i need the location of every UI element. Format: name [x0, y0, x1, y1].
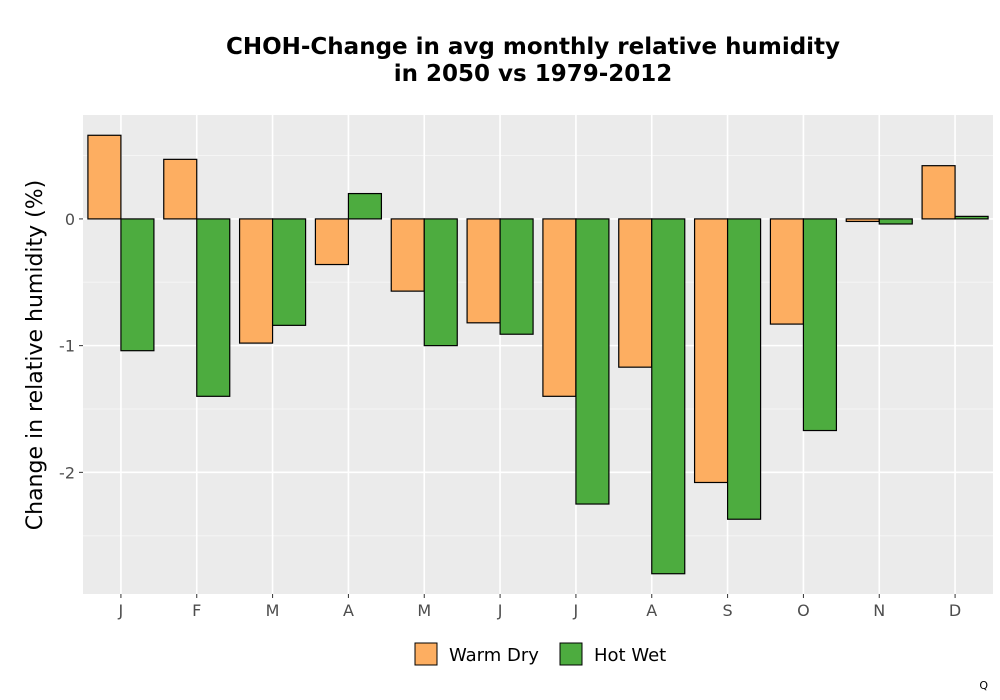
x-tick-label: M [417, 601, 431, 620]
x-tick-label: M [266, 601, 280, 620]
bar-warm-dry-7 [542, 218, 577, 397]
chart-title-line-2: in 2050 vs 1979-2012 [394, 61, 673, 87]
bar-warm-dry-5 [390, 218, 425, 292]
legend-label-hot-wet: Hot Wet [594, 645, 666, 666]
bar-warm-dry-4 [314, 218, 350, 266]
x-tick-label: F [192, 601, 201, 620]
bar-warm-dry-1 [87, 134, 122, 220]
legend-key-warm-dry [414, 642, 438, 666]
chart-title-line-1: CHOH-Change in avg monthly relative humi… [226, 34, 840, 60]
x-tick-label: A [343, 601, 354, 620]
x-tick-label: N [873, 601, 885, 620]
y-tick-label: -1 [59, 337, 75, 356]
y-axis-ticks: 0 -1 -2 [59, 210, 83, 482]
bar-hot-wet-7 [575, 218, 610, 505]
x-tick-label: D [949, 601, 961, 620]
bar-warm-dry-2 [163, 158, 198, 220]
x-tick-label: A [646, 601, 657, 620]
legend-key-hot-wet [559, 642, 583, 666]
bar-hot-wet-10 [802, 218, 838, 432]
bar-hot-wet-2 [196, 218, 231, 397]
bar-warm-dry-12 [921, 165, 956, 220]
y-axis-label: Change in relative humidity (%) [23, 180, 48, 530]
bar-layer [87, 134, 989, 575]
bar-hot-wet-3 [271, 218, 307, 326]
bar-warm-dry-8 [618, 218, 653, 368]
legend: Warm Dry Hot Wet [414, 642, 666, 666]
bar-warm-dry-9 [693, 218, 729, 484]
bar-warm-dry-11 [845, 218, 880, 223]
bar-hot-wet-12 [954, 215, 989, 220]
bar-warm-dry-10 [769, 218, 805, 325]
plot-panel [83, 115, 993, 594]
bar-hot-wet-1 [120, 218, 155, 352]
y-tick-label: -2 [59, 463, 75, 482]
bar-hot-wet-4 [347, 192, 383, 220]
x-tick-label: J [118, 601, 124, 620]
bar-hot-wet-5 [423, 218, 458, 347]
y-tick-label: 0 [65, 210, 75, 229]
bar-hot-wet-9 [726, 218, 762, 520]
x-tick-label: J [573, 601, 579, 620]
corner-note: Q [979, 679, 988, 692]
x-tick-label: S [723, 601, 733, 620]
bar-hot-wet-11 [878, 218, 913, 225]
bar-hot-wet-6 [499, 218, 534, 335]
x-tick-label: O [797, 601, 810, 620]
legend-label-warm-dry: Warm Dry [449, 645, 539, 666]
bar-warm-dry-6 [466, 218, 501, 324]
x-tick-label: J [497, 601, 503, 620]
bar-warm-dry-3 [238, 218, 274, 344]
bar-hot-wet-8 [651, 218, 686, 575]
